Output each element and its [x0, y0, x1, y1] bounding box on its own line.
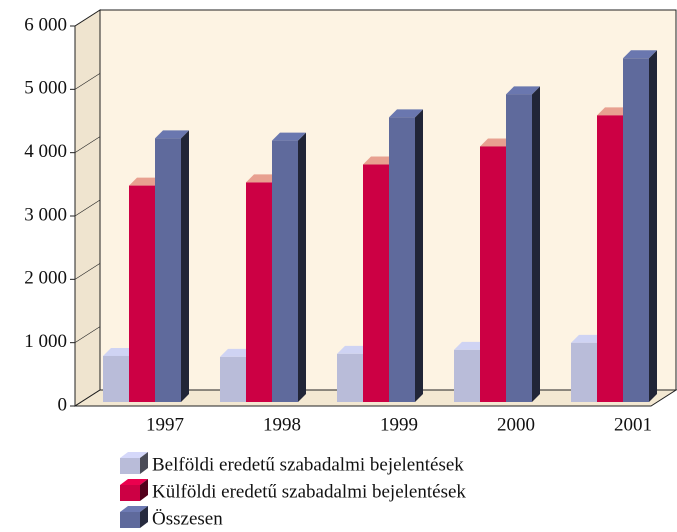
legend-swatch: [120, 512, 140, 528]
bar-top: [246, 174, 280, 183]
bar-side: [298, 132, 306, 402]
grid-line: [74, 9, 101, 27]
legend-swatch-top: [120, 479, 148, 485]
bar: [246, 182, 272, 402]
bar-side: [649, 50, 657, 403]
bar-top: [480, 138, 514, 147]
bar-side: [181, 130, 189, 402]
grid-line: [74, 199, 101, 217]
bar-top: [103, 347, 137, 356]
legend-label: Összesen: [152, 508, 223, 529]
grid-line: [74, 326, 101, 343]
y-tick-label: 1 000: [24, 331, 67, 352]
bar-top: [506, 86, 540, 95]
legend-swatch-top: [120, 506, 148, 512]
x-tick-label: 2000: [497, 414, 535, 435]
legend-swatch-top: [120, 452, 148, 458]
bar-side: [532, 86, 540, 402]
bar-top: [337, 345, 371, 354]
legend-swatch-side: [140, 452, 148, 474]
bar-top: [155, 130, 189, 139]
bar: [220, 356, 246, 402]
bar-top: [454, 341, 488, 350]
grid-line: [74, 389, 101, 407]
bar: [272, 140, 298, 402]
bar-top: [129, 177, 163, 186]
grid-line: [74, 263, 101, 280]
bar: [454, 349, 480, 402]
bar: [363, 164, 389, 402]
y-tick-label: 4 000: [24, 141, 67, 162]
bar-top: [363, 156, 397, 165]
bar: [597, 115, 623, 402]
y-tick-label: 6 000: [24, 14, 67, 35]
bar-top: [571, 334, 605, 343]
x-tick-label: 1999: [380, 414, 418, 435]
bar: [506, 94, 532, 402]
bar: [571, 342, 597, 402]
bar: [129, 185, 155, 402]
bar-top: [272, 132, 306, 141]
bar-top: [623, 50, 657, 59]
bar-top: [597, 107, 631, 116]
bar: [623, 58, 649, 403]
bar: [155, 138, 181, 402]
legend-swatch-side: [140, 506, 148, 528]
x-tick-label: 2001: [614, 414, 652, 435]
x-tick-label: 1997: [146, 414, 184, 435]
y-tick-label: 2 000: [24, 268, 67, 289]
grid-line: [74, 136, 101, 153]
legend-swatch: [120, 485, 140, 501]
y-tick-label: 0: [58, 394, 68, 415]
bar-side: [415, 109, 423, 402]
bar: [389, 117, 415, 402]
legend-swatch: [120, 458, 140, 474]
bar: [337, 353, 363, 402]
y-tick-label: 3 000: [24, 204, 67, 225]
bar-top: [389, 109, 423, 118]
x-tick-label: 1998: [263, 414, 301, 435]
y-tick-label: 5 000: [24, 78, 67, 99]
bar: [103, 355, 129, 402]
bar: [480, 146, 506, 402]
legend-label: Külföldi eredetű szabadalmi bejelentések: [152, 481, 466, 502]
grid-line: [74, 73, 101, 90]
bar-top: [220, 348, 254, 357]
legend-label: Belföldi eredetű szabadalmi bejelentések: [152, 454, 464, 475]
legend-swatch-side: [140, 479, 148, 501]
